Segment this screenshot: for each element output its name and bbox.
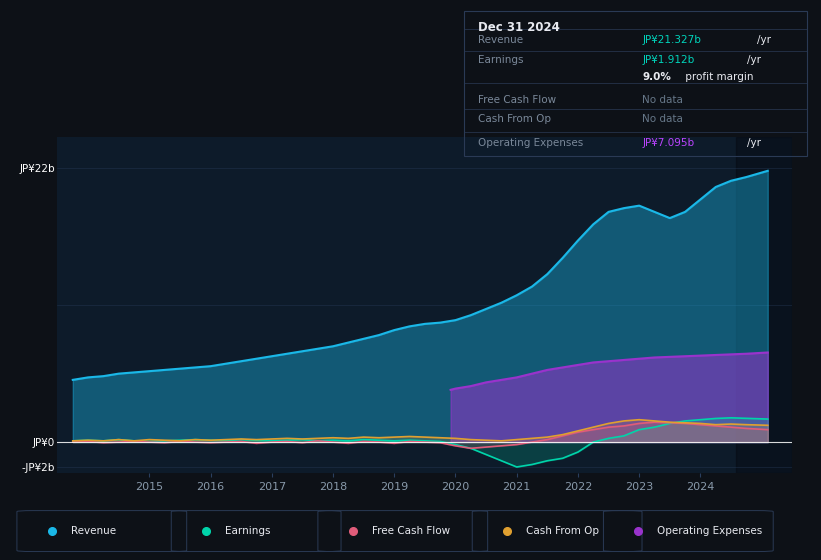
Text: No data: No data	[642, 95, 683, 105]
Text: Revenue: Revenue	[478, 35, 523, 45]
Text: JP¥21.327b: JP¥21.327b	[642, 35, 701, 45]
Text: /yr: /yr	[747, 138, 761, 148]
Text: Cash From Op: Cash From Op	[526, 526, 599, 535]
Text: JP¥1.912b: JP¥1.912b	[642, 55, 695, 64]
Text: profit margin: profit margin	[681, 72, 754, 82]
Text: 9.0%: 9.0%	[642, 72, 672, 82]
Bar	[736, 137, 792, 473]
Text: /yr: /yr	[757, 35, 771, 45]
Text: Revenue: Revenue	[71, 526, 116, 535]
Text: /yr: /yr	[747, 55, 761, 64]
Text: Cash From Op: Cash From Op	[478, 114, 551, 124]
Text: Free Cash Flow: Free Cash Flow	[478, 95, 556, 105]
Text: Earnings: Earnings	[225, 526, 271, 535]
Text: JP¥7.095b: JP¥7.095b	[642, 138, 695, 148]
Text: Free Cash Flow: Free Cash Flow	[372, 526, 450, 535]
Text: Operating Expenses: Operating Expenses	[658, 526, 763, 535]
Text: No data: No data	[642, 114, 683, 124]
Text: Earnings: Earnings	[478, 55, 523, 64]
Text: Dec 31 2024: Dec 31 2024	[478, 21, 559, 34]
Text: Operating Expenses: Operating Expenses	[478, 138, 583, 148]
